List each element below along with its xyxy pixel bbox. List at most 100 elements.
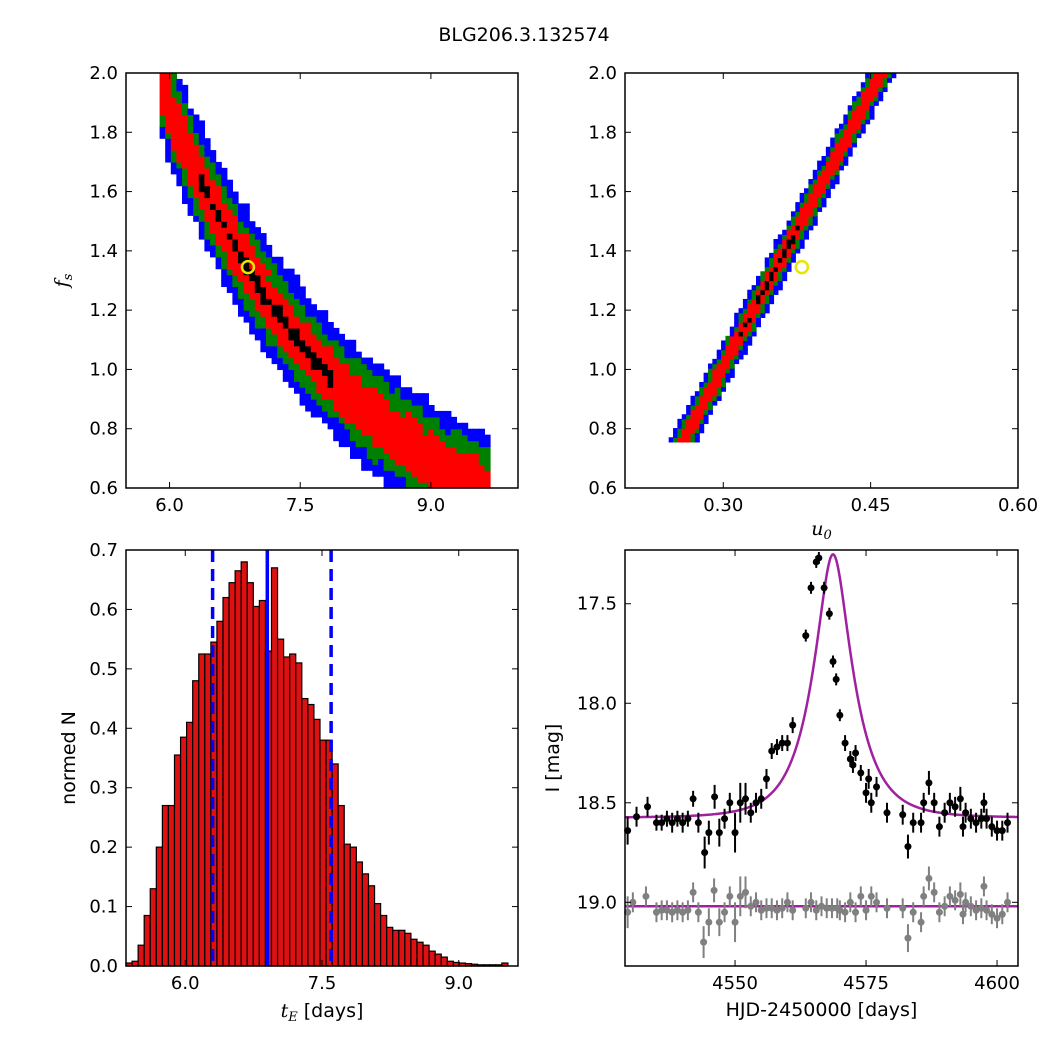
tl-heatmap-cell xyxy=(411,405,418,412)
tr-heatmap-cell xyxy=(756,312,761,318)
tl-heatmap-cell xyxy=(204,233,211,240)
tr-heatmap-cell xyxy=(703,381,709,388)
bl-ytick-label: 0.6 xyxy=(89,599,118,620)
tr-heatmap-cell xyxy=(873,96,879,102)
tl-heatmap-cell xyxy=(204,215,211,222)
histogram-bar xyxy=(137,944,145,967)
tr-heatmap-cell xyxy=(838,146,844,152)
br-data-point xyxy=(700,938,708,946)
histogram-bar xyxy=(343,843,351,967)
tl-heatmap-cell xyxy=(344,339,351,347)
tr-heatmap-cell xyxy=(773,275,779,282)
tl-heatmap-cell xyxy=(411,470,418,477)
tl-heatmap-cell xyxy=(294,351,301,359)
tl-heatmap-cell xyxy=(266,286,273,293)
tr-heatmap-cell xyxy=(690,400,696,406)
tr-heatmap-cell xyxy=(707,386,713,392)
tl-heatmap-cell xyxy=(249,304,256,311)
tl-heatmap-cell xyxy=(193,120,200,127)
tl-heatmap-cell xyxy=(383,393,390,400)
tl-heatmap-cell xyxy=(170,150,177,157)
tl-heatmap-cell xyxy=(238,239,245,246)
tl-heatmap-cell xyxy=(473,464,480,471)
tl-heatmap-cell xyxy=(439,452,446,459)
tl-heatmap-cell xyxy=(316,399,323,406)
tl-heatmap-cell xyxy=(226,191,233,199)
tl-heatmap-cell xyxy=(322,322,329,329)
tr-heatmap-cell xyxy=(725,358,731,365)
tl-heatmap-cell xyxy=(288,333,295,341)
tl-heatmap-cell xyxy=(338,410,345,418)
tl-heatmap-cell xyxy=(327,327,334,335)
tr-heatmap-cell xyxy=(694,395,700,401)
tr-heatmap-cell xyxy=(716,386,722,392)
tr-heatmap-cell xyxy=(808,220,814,226)
tl-heatmap-cell xyxy=(210,233,217,240)
tl-heatmap-cell xyxy=(417,434,424,442)
br-data-point xyxy=(1004,819,1012,827)
tl-heatmap-cell xyxy=(277,357,284,365)
tl-heatmap-cell xyxy=(215,227,222,234)
tr-heatmap-cell xyxy=(812,202,818,208)
tr-heatmap-cell xyxy=(808,211,814,217)
tl-heatmap-cell xyxy=(170,114,177,122)
tl-heatmap-cell xyxy=(462,422,469,430)
tr-heatmap-cell xyxy=(773,262,779,268)
tr-heatmap-cell xyxy=(703,405,709,411)
tl-heatmap-cell xyxy=(445,440,452,448)
tl-heatmap-cell xyxy=(210,244,217,252)
tr-heatmap-cell xyxy=(764,298,770,305)
tl-heatmap-cell xyxy=(271,357,278,365)
tl-heatmap-cell xyxy=(260,310,267,317)
tl-heatmap-cell xyxy=(344,410,351,418)
tr-heatmap-cell xyxy=(852,100,858,106)
tr-heatmap-cell xyxy=(804,188,809,194)
br-data-point xyxy=(983,906,991,914)
tl-heatmap-cell xyxy=(366,446,373,454)
tl-heatmap-cell xyxy=(411,410,418,418)
tl-heatmap-cell xyxy=(254,304,261,311)
tr-heatmap-cell xyxy=(804,206,809,212)
tr-heatmap-cell xyxy=(756,308,761,314)
tl-heatmap-cell xyxy=(450,422,457,430)
tl-heatmap-cell xyxy=(310,393,317,400)
tl-heatmap-cell xyxy=(254,256,261,264)
tr-heatmap-cell xyxy=(799,192,805,199)
br-data-point xyxy=(828,904,836,912)
tr-heatmap-cell xyxy=(795,234,801,240)
br-data-point xyxy=(899,904,907,912)
tl-heatmap-cell xyxy=(260,298,267,305)
tr-heatmap-cell xyxy=(729,368,735,374)
tr-heatmap-cell xyxy=(786,257,792,263)
tr-heatmap-cell xyxy=(821,179,827,185)
tr-heatmap-cell xyxy=(747,312,753,318)
tl-heatmap-cell xyxy=(182,173,189,181)
tl-heatmap-cell xyxy=(344,399,351,406)
tl-heatmap-cell xyxy=(243,227,250,234)
tl-heatmap-cell xyxy=(394,452,401,459)
tl-heatmap-cell xyxy=(394,482,401,489)
tl-heatmap-cell xyxy=(389,405,396,412)
tr-heatmap-cell xyxy=(769,262,775,268)
tl-heatmap-cell xyxy=(254,233,261,240)
tl-heatmap-cell xyxy=(226,227,233,234)
tl-heatmap-cell xyxy=(260,262,267,270)
br-data-point xyxy=(983,815,991,823)
tl-heatmap-cell xyxy=(260,327,267,335)
tl-heatmap-cell xyxy=(170,138,177,145)
tl-heatmap-cell xyxy=(198,221,205,228)
tl-heatmap-cell xyxy=(394,422,401,430)
tl-heatmap-cell xyxy=(187,203,194,210)
tr-heatmap-cell xyxy=(729,358,735,365)
br-data-point xyxy=(904,843,912,851)
tl-heatmap-cell xyxy=(193,209,200,216)
tl-heatmap-cell xyxy=(294,286,301,293)
tr-heatmap-cell xyxy=(725,349,731,355)
tl-heatmap-cell xyxy=(366,410,373,418)
tl-heatmap-cell xyxy=(366,458,373,465)
tr-heatmap-cell xyxy=(856,123,862,129)
tl-heatmap-cell xyxy=(193,179,200,187)
tr-heatmap-cell xyxy=(847,146,853,152)
tr-xtick-label: 0.60 xyxy=(998,495,1038,516)
tl-heatmap-cell xyxy=(400,405,407,412)
